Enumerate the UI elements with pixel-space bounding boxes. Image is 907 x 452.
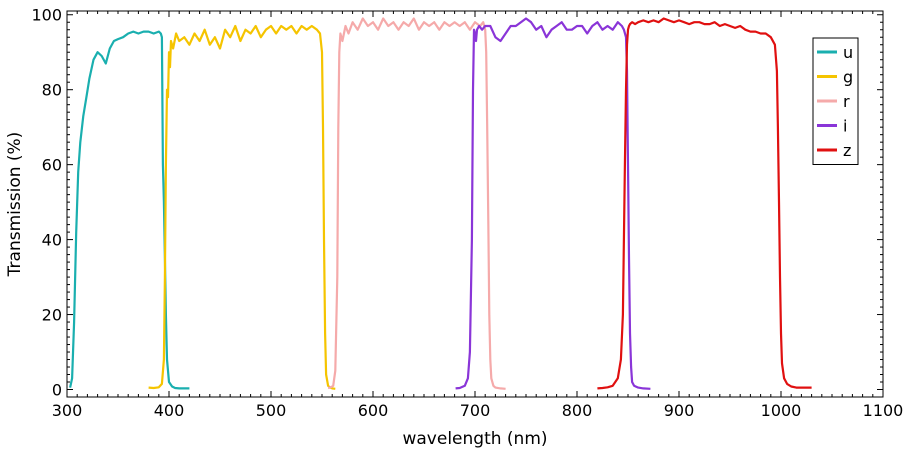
y-tick-label: 100 — [31, 6, 62, 25]
y-tick-label: 20 — [42, 306, 62, 325]
series-line-i — [455, 17, 651, 390]
legend-label-g: g — [843, 68, 853, 87]
x-tick-label: 300 — [52, 401, 83, 420]
legend-label-i: i — [843, 117, 847, 136]
x-tick-label: 500 — [256, 401, 287, 420]
x-tick-label: 1000 — [761, 401, 802, 420]
x-tick-label: 800 — [562, 401, 593, 420]
x-tick-label: 900 — [664, 401, 695, 420]
series-line-g — [148, 24, 336, 390]
y-tick-label: 0 — [52, 381, 62, 400]
x-tick-label: 700 — [460, 401, 491, 420]
series-line-r — [327, 17, 506, 390]
y-tick-label: 40 — [42, 231, 62, 250]
x-tick-label: 600 — [358, 401, 389, 420]
x-axis-label: wavelength (nm) — [402, 429, 547, 449]
series-layer — [69, 17, 812, 390]
plot-frame — [66, 10, 884, 398]
x-tick-label: 400 — [154, 401, 185, 420]
series-line-u — [69, 30, 190, 390]
axis-tick-labels: 300 400 500 600 700 800 900 1000 1100 0 20 40 60 80 10… — [31, 6, 903, 420]
series-line-z — [597, 17, 812, 390]
y-axis-label: Transmission (%) — [5, 132, 25, 278]
legend-label-u: u — [843, 43, 853, 62]
y-tick-label: 60 — [42, 156, 62, 175]
y-tick-label: 80 — [42, 81, 62, 100]
x-tick-label: 1100 — [863, 401, 904, 420]
legend-label-z: z — [843, 141, 851, 160]
legend-label-r: r — [843, 92, 850, 111]
axis-ticks — [66, 11, 884, 397]
